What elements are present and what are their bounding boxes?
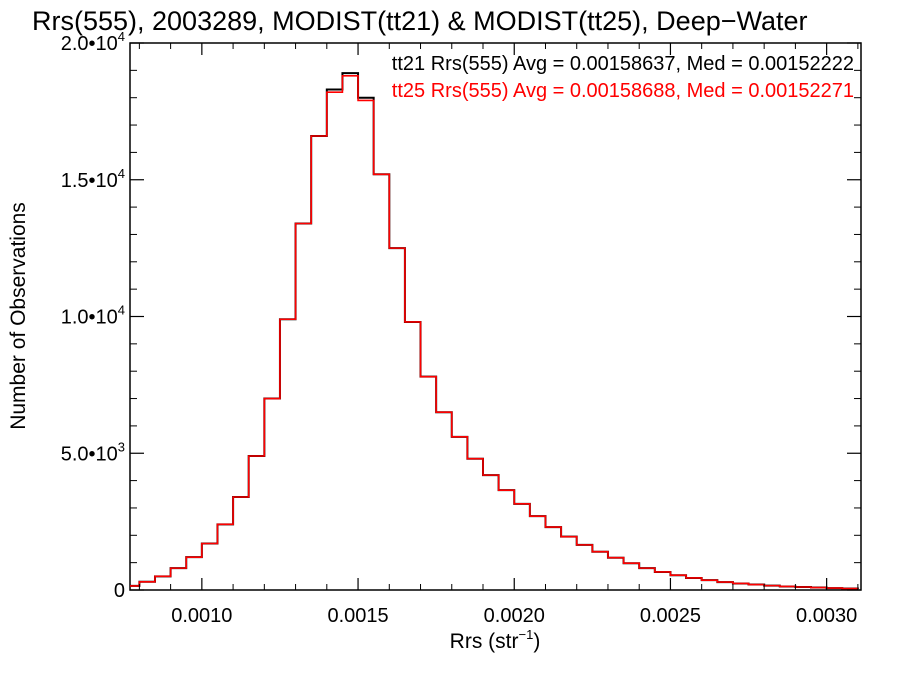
series-line-tt21 xyxy=(130,72,859,590)
x-tick-label: 0.0020 xyxy=(484,605,545,627)
legend-entry-tt25: tt25 Rrs(555) Avg = 0.00158688, Med = 0.… xyxy=(392,80,854,102)
x-tick-label: 0.0010 xyxy=(171,605,232,627)
x-tick-label: 0.0025 xyxy=(640,605,701,627)
x-axis: 0.0010 0.0015 0.0020 0.0025 0.0030 xyxy=(138,43,859,627)
legend: tt21 Rrs(555) Avg = 0.00158637, Med = 0.… xyxy=(392,53,854,102)
series-line-tt25 xyxy=(130,75,859,590)
plot-area xyxy=(129,42,862,591)
plot-frame xyxy=(129,42,862,591)
series-lines xyxy=(130,72,859,590)
y-tick-label: 5.0•103 xyxy=(61,439,125,465)
x-tick-label: 0.0030 xyxy=(796,605,857,627)
y-tick-label: 1.0•104 xyxy=(61,303,125,329)
y-tick-label: 1.5•104 xyxy=(61,166,125,192)
x-tick-label: 0.0015 xyxy=(327,605,388,627)
x-axis-title-end: ) xyxy=(533,630,540,653)
y-tick-label: 2.0•104 xyxy=(61,29,125,55)
x-axis-title-main: Rrs (str xyxy=(450,630,519,653)
y-axis-title: Number of Observations xyxy=(7,202,30,430)
x-axis-title: Rrs (str−1) xyxy=(450,627,541,653)
y-tick-label: 0 xyxy=(114,580,125,602)
chart-title: Rrs(555), 2003289, MODIST(tt21) & MODIST… xyxy=(32,6,808,36)
legend-entry-tt21: tt21 Rrs(555) Avg = 0.00158637, Med = 0.… xyxy=(392,53,854,75)
y-axis: 0 5.0•103 1.0•104 1.5•104 2.0•104 xyxy=(61,29,861,602)
x-axis-title-superscript: −1 xyxy=(519,627,534,642)
